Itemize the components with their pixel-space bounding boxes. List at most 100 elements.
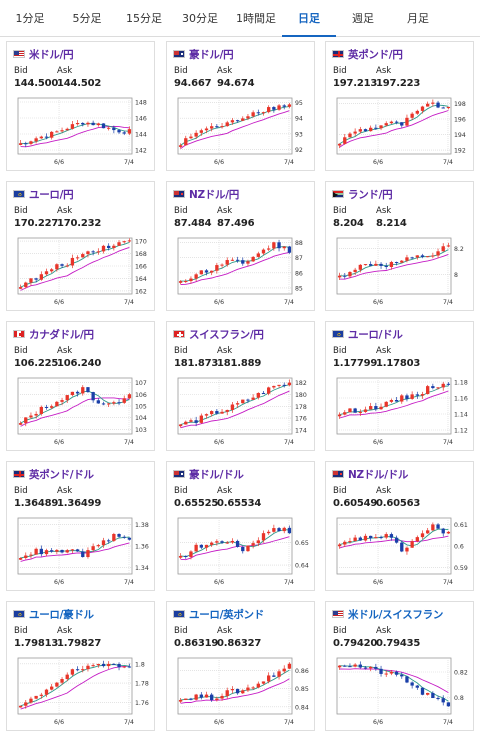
x-tick-label: 6/6 bbox=[54, 159, 64, 166]
card-title[interactable]: ランド/円 bbox=[332, 186, 393, 202]
rate-card[interactable]: 英ポンド/円 Bid Ask 197.213 197.223 198 196 194 192 6/… bbox=[325, 41, 474, 171]
candlestick-chart[interactable]: 182 180 178 176 174 6/6 7/4 bbox=[170, 374, 313, 448]
candle-body bbox=[91, 251, 95, 253]
candle-body bbox=[70, 257, 75, 266]
card-title[interactable]: 米ドル/スイスフラン bbox=[332, 606, 443, 622]
rate-card[interactable]: スイスフラン/円 Bid Ask 181.873 181.889 182 180 178 176… bbox=[166, 321, 315, 451]
candle-body bbox=[178, 699, 183, 702]
currency-pair[interactable]: 豪ドル/ドル bbox=[189, 468, 244, 481]
card-title[interactable]: カナダドル/円 bbox=[13, 326, 94, 342]
candlestick-chart[interactable]: 107 106 105 104 103 6/6 7/4 bbox=[10, 374, 153, 448]
rate-card[interactable]: 米ドル/スイスフラン Bid Ask 0.79420 0.79435 0.82 0.8 6/6… bbox=[325, 601, 474, 731]
candle-body bbox=[282, 668, 286, 672]
card-title[interactable]: 英ポンド/円 bbox=[332, 46, 403, 62]
rate-card[interactable]: 英ポンド/ドル Bid Ask 1.36489 1.36499 1.38 1.36 1.34 6… bbox=[6, 461, 155, 591]
card-title[interactable]: ユーロ/豪ドル bbox=[13, 606, 94, 622]
currency-pair[interactable]: 英ポンド/円 bbox=[348, 48, 403, 61]
ma-long-line bbox=[180, 390, 290, 429]
rate-card[interactable]: 米ドル/円 Bid Ask 144.500 144.502 148 146 144 142 6/6… bbox=[6, 41, 155, 171]
candle-body bbox=[60, 264, 64, 266]
candlestick-chart[interactable]: 1.8 1.78 1.76 6/6 7/4 bbox=[10, 654, 153, 728]
tab-3[interactable]: 30分足 bbox=[182, 12, 218, 25]
rate-card[interactable]: 豪ドル/円 Bid Ask 94.667 94.674 95 94 93 92 6/6 7/4 bbox=[166, 41, 315, 171]
candle-body bbox=[225, 260, 229, 265]
candlestick-chart[interactable]: 0.65 0.64 6/6 7/4 bbox=[170, 514, 313, 588]
currency-pair[interactable]: ランド/円 bbox=[348, 188, 393, 201]
plot-frame bbox=[177, 97, 293, 155]
card-title[interactable]: 豪ドル/円 bbox=[173, 46, 234, 62]
currency-pair[interactable]: NZドル/円 bbox=[189, 188, 239, 201]
candle-body bbox=[410, 394, 414, 399]
card-title[interactable]: ユーロ/英ポンド bbox=[173, 606, 264, 622]
candlestick-chart[interactable]: 1.18 1.16 1.14 1.12 6/6 7/4 bbox=[329, 374, 472, 448]
bid-value: 0.86319 bbox=[174, 638, 219, 649]
card-title[interactable]: ユーロ/円 bbox=[13, 186, 74, 202]
candle-body bbox=[29, 415, 33, 418]
currency-pair[interactable]: 英ポンド/ドル bbox=[29, 468, 94, 481]
tab-1[interactable]: 5分足 bbox=[72, 12, 102, 25]
currency-pair[interactable]: 豪ドル/円 bbox=[189, 48, 234, 61]
rate-card[interactable]: ユーロ/英ポンド Bid Ask 0.86319 0.86327 0.86 0.85 0.84… bbox=[166, 601, 315, 731]
rate-card[interactable]: NZドル/円 Bid Ask 87.484 87.496 88 87 86 85 6/6 7/4 bbox=[166, 181, 315, 311]
candle-body bbox=[101, 540, 106, 546]
currency-pair[interactable]: スイスフラン/円 bbox=[189, 328, 264, 341]
rate-card[interactable]: ランド/円 Bid Ask 8.204 8.214 8.2 8 6/6 7/4 bbox=[325, 181, 474, 311]
card-title[interactable]: NZドル/円 bbox=[173, 186, 239, 202]
candlestick-chart[interactable]: 1.38 1.36 1.34 6/6 7/4 bbox=[10, 514, 153, 588]
candle-body bbox=[55, 131, 59, 133]
currency-pair[interactable]: ユーロ/ドル bbox=[348, 328, 403, 341]
card-title[interactable]: スイスフラン/円 bbox=[173, 326, 264, 342]
rate-card[interactable]: 豪ドル/ドル Bid Ask 0.65525 0.65534 0.65 0.64 6/6 7/4 bbox=[166, 461, 315, 591]
rate-card[interactable]: ユーロ/ドル Bid Ask 1.17799 1.17803 1.18 1.16 1.14 1.… bbox=[325, 321, 474, 451]
currency-pair[interactable]: 米ドル/円 bbox=[29, 48, 74, 61]
candlestick-chart[interactable]: 148 146 144 142 6/6 7/4 bbox=[10, 94, 153, 168]
candle-body bbox=[267, 387, 271, 394]
candle-body bbox=[363, 409, 368, 412]
candle-body bbox=[24, 143, 28, 145]
tab-6[interactable]: 週足 bbox=[352, 12, 374, 25]
card-title[interactable]: NZドル/ドル bbox=[332, 466, 408, 482]
candlestick-chart[interactable]: 0.86 0.85 0.84 6/6 7/4 bbox=[170, 654, 313, 728]
rate-card[interactable]: ユーロ/豪ドル Bid Ask 1.79813 1.79827 1.8 1.78 1.76 6/… bbox=[6, 601, 155, 731]
ask-label: Ask bbox=[217, 346, 233, 356]
candle-body bbox=[220, 411, 224, 414]
candle-body bbox=[426, 530, 430, 534]
tab-4[interactable]: 1時間足 bbox=[236, 12, 276, 25]
candlestick-chart[interactable]: 95 94 93 92 6/6 7/4 bbox=[170, 94, 313, 168]
tab-5[interactable]: 日足 bbox=[282, 0, 336, 37]
currency-pair[interactable]: ユーロ/英ポンド bbox=[189, 608, 264, 621]
candlestick-chart[interactable]: 88 87 86 85 6/6 7/4 bbox=[170, 234, 313, 308]
rate-card[interactable]: NZドル/ドル Bid Ask 0.60549 0.60563 0.61 0.6 0.59 6/… bbox=[325, 461, 474, 591]
y-tick-label: 1.34 bbox=[135, 565, 149, 572]
currency-pair[interactable]: NZドル/ドル bbox=[348, 468, 409, 481]
tab-0[interactable]: 1分足 bbox=[15, 12, 45, 25]
card-title[interactable]: 米ドル/円 bbox=[13, 46, 74, 62]
card-title[interactable]: 英ポンド/ドル bbox=[13, 466, 94, 482]
candle-body bbox=[65, 550, 69, 553]
candle-body bbox=[353, 131, 357, 134]
rate-card[interactable]: カナダドル/円 Bid Ask 106.225 106.240 107 106 105 104 1… bbox=[6, 321, 155, 451]
tab-7[interactable]: 月足 bbox=[407, 12, 429, 25]
currency-pair[interactable]: ユーロ/豪ドル bbox=[29, 608, 94, 621]
currency-pair[interactable]: カナダドル/円 bbox=[29, 328, 94, 341]
y-tick-label: 146 bbox=[135, 116, 147, 123]
candlestick-chart[interactable]: 0.82 0.8 6/6 7/4 bbox=[329, 654, 472, 728]
candle-body bbox=[431, 255, 435, 257]
card-title[interactable]: ユーロ/ドル bbox=[332, 326, 403, 342]
candle-body bbox=[220, 126, 224, 128]
candle-body bbox=[415, 394, 419, 396]
currency-pair[interactable]: 米ドル/スイスフラン bbox=[348, 608, 444, 621]
card-title[interactable]: 豪ドル/ドル bbox=[173, 466, 244, 482]
ma-short-line bbox=[339, 104, 449, 145]
currency-pair[interactable]: ユーロ/円 bbox=[29, 188, 74, 201]
candlestick-chart[interactable]: 170 168 166 164 162 6/6 7/4 bbox=[10, 234, 153, 308]
candle-body bbox=[112, 245, 116, 249]
rate-card[interactable]: ユーロ/円 Bid Ask 170.227 170.232 170 168 166 164 162… bbox=[6, 181, 155, 311]
candle-body bbox=[394, 671, 399, 675]
candle-body bbox=[101, 663, 106, 667]
candle-body bbox=[405, 257, 409, 261]
tab-2[interactable]: 15分足 bbox=[126, 12, 162, 25]
candlestick-chart[interactable]: 0.61 0.6 0.59 6/6 7/4 bbox=[329, 514, 472, 588]
candlestick-chart[interactable]: 8.2 8 6/6 7/4 bbox=[329, 234, 472, 308]
candlestick-chart[interactable]: 198 196 194 192 6/6 7/4 bbox=[329, 94, 472, 168]
